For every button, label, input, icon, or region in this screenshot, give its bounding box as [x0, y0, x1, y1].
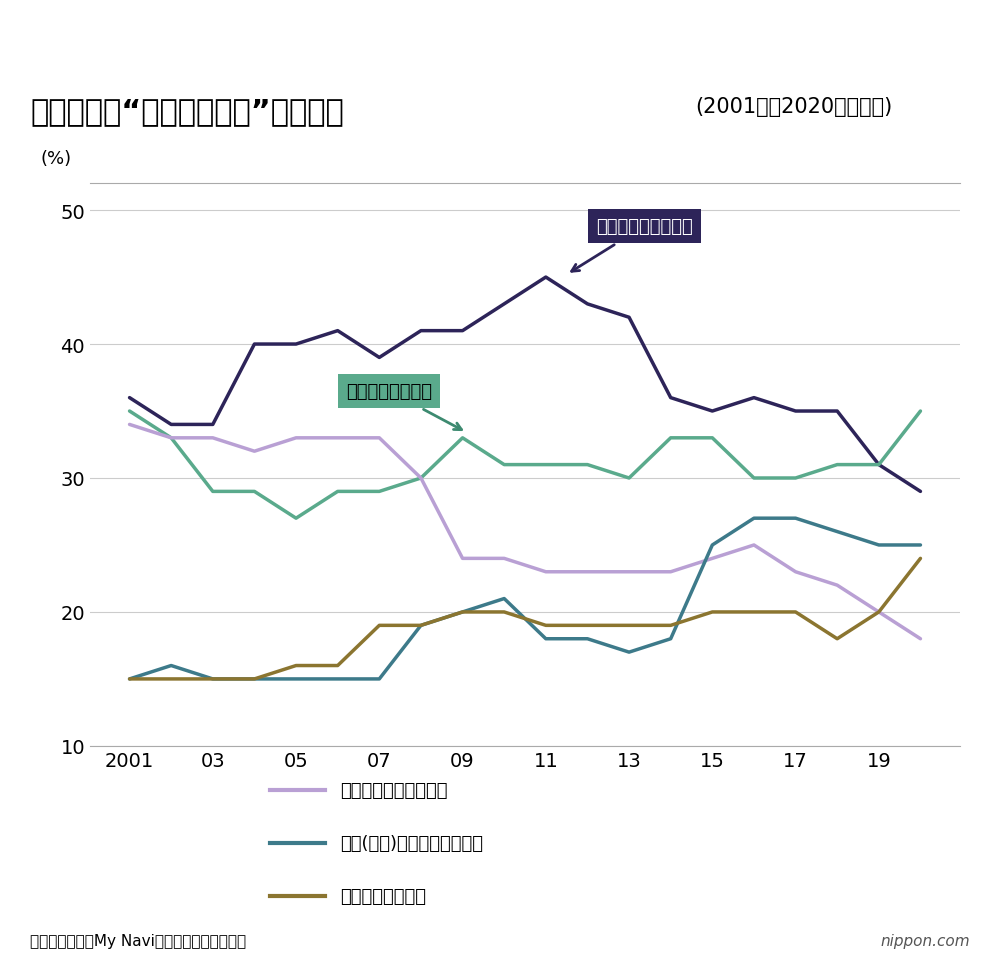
Text: 工作强度大的公司: 工作强度大的公司: [346, 383, 462, 430]
Text: 氛围沉闷阴郁的公司: 氛围沉闷阴郁的公司: [572, 218, 693, 272]
Text: 关于大学生“不想去的公司”调查结果: 关于大学生“不想去的公司”调查结果: [30, 97, 344, 126]
Text: 无法(很少)休息或休假的公司: 无法(很少)休息或休假的公司: [340, 834, 483, 852]
Text: 工作调动多的公司: 工作调动多的公司: [340, 888, 426, 905]
Text: (%): (%): [40, 150, 71, 169]
Text: （根据株式会示My Navi的部分调查结果制作）: （根据株式会示My Navi的部分调查结果制作）: [30, 933, 246, 948]
Text: nippon.com: nippon.com: [880, 933, 970, 948]
Text: (2001届～2020届毕业生): (2001届～2020届毕业生): [695, 97, 892, 117]
Text: 工作内容没意思的公司: 工作内容没意思的公司: [340, 781, 448, 798]
